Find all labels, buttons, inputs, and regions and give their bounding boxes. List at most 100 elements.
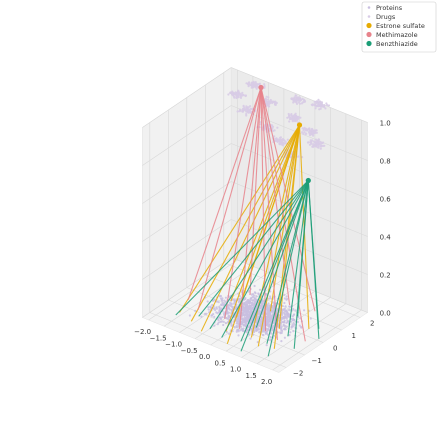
drug-point [314, 138, 318, 141]
protein-point [269, 297, 272, 300]
link-methimazole [239, 87, 262, 329]
drug-point [313, 103, 316, 106]
drug-point [311, 129, 314, 132]
protein-point [309, 317, 312, 320]
legend-box [361, 1, 437, 53]
protein-point [283, 328, 286, 331]
drug-point [234, 91, 237, 94]
drug-point [241, 109, 244, 112]
x-tick-label: 1.0 [230, 366, 241, 374]
drug-point [317, 138, 321, 141]
drug-point [273, 135, 276, 138]
drug-point [231, 90, 234, 93]
protein-point [194, 309, 197, 312]
link-benzthiazide [198, 180, 309, 317]
drug-protein-links [175, 87, 320, 357]
protein-point [253, 296, 256, 299]
z-tick-label: 0.0 [380, 310, 391, 318]
drug-point [273, 129, 276, 132]
drug-point [294, 115, 298, 118]
protein-point [212, 313, 215, 316]
protein-point [265, 331, 268, 334]
protein-point [218, 294, 221, 297]
drug-point [236, 110, 239, 113]
protein-point [239, 329, 242, 332]
protein-point [214, 308, 217, 312]
drug-point [264, 98, 267, 101]
legend-entry-benzthiazide: Benzthiazide [366, 40, 418, 48]
protein-point [262, 321, 266, 324]
x-tick-label: 0.5 [215, 359, 226, 367]
drug-point [265, 103, 268, 106]
drug-point [302, 100, 306, 103]
protein-point [282, 315, 286, 318]
protein-point [282, 321, 285, 324]
protein-point [237, 322, 240, 325]
protein-point [233, 302, 236, 305]
drug-point [307, 141, 310, 144]
protein-point [282, 324, 286, 327]
drug-point [266, 98, 270, 101]
protein-point [253, 284, 256, 288]
drug-point [264, 127, 267, 130]
drug-point [284, 140, 287, 143]
protein-point [287, 312, 290, 316]
protein-point [242, 312, 245, 315]
drug-point [281, 138, 284, 141]
protein-point [293, 323, 296, 326]
y-tick-label: −1 [312, 357, 322, 365]
drug-point [247, 106, 250, 109]
protein-point [290, 325, 293, 328]
protein-point [260, 322, 263, 325]
drug-methimazole [258, 84, 264, 91]
protein-point [253, 330, 256, 333]
protein-point [203, 312, 207, 315]
drug-point [235, 94, 238, 97]
drug-point [290, 152, 293, 155]
protein-point [213, 307, 216, 310]
drug-point [279, 136, 282, 139]
protein-point [242, 324, 245, 327]
drug-point [316, 143, 319, 147]
drug-point [290, 113, 293, 116]
drug-point [275, 137, 278, 140]
legend-marker-benzthiazide [366, 40, 372, 47]
drug-point [308, 130, 311, 133]
drug-point [278, 142, 281, 145]
protein-point [247, 314, 250, 318]
protein-point [267, 327, 270, 330]
drug-point [288, 114, 291, 117]
protein-point [251, 293, 255, 296]
protein-point [268, 319, 271, 322]
protein-point [281, 304, 284, 308]
protein-point [244, 317, 247, 320]
link-benzthiazide [240, 180, 309, 342]
drug-point [290, 97, 294, 100]
drug-point [294, 94, 297, 97]
drug-point [274, 100, 277, 103]
drug-point [247, 83, 250, 86]
link-estrone-sulfate [269, 124, 301, 312]
protein-point [253, 329, 256, 332]
protein-point [291, 318, 294, 321]
link-methimazole [197, 87, 262, 311]
drug-point [295, 119, 298, 122]
drug-point [312, 145, 315, 148]
link-benzthiazide [267, 180, 309, 357]
protein-point [269, 336, 272, 339]
protein-point [250, 296, 253, 300]
protein-point [215, 311, 218, 314]
protein-point [294, 309, 297, 312]
drug-benzthiazide [305, 177, 311, 184]
protein-point [269, 295, 272, 298]
protein-point [236, 320, 239, 323]
protein-point [292, 330, 295, 333]
protein-point [246, 300, 249, 304]
link-benzthiazide [221, 180, 309, 338]
z-tick-label: 0.8 [380, 158, 391, 166]
axis-ticks: −2.0−1.5−1.0−0.50.00.51.01.52.0−2−10120.… [134, 120, 391, 387]
protein-point [256, 341, 259, 344]
link-methimazole [187, 87, 262, 301]
drug-point [319, 101, 322, 104]
